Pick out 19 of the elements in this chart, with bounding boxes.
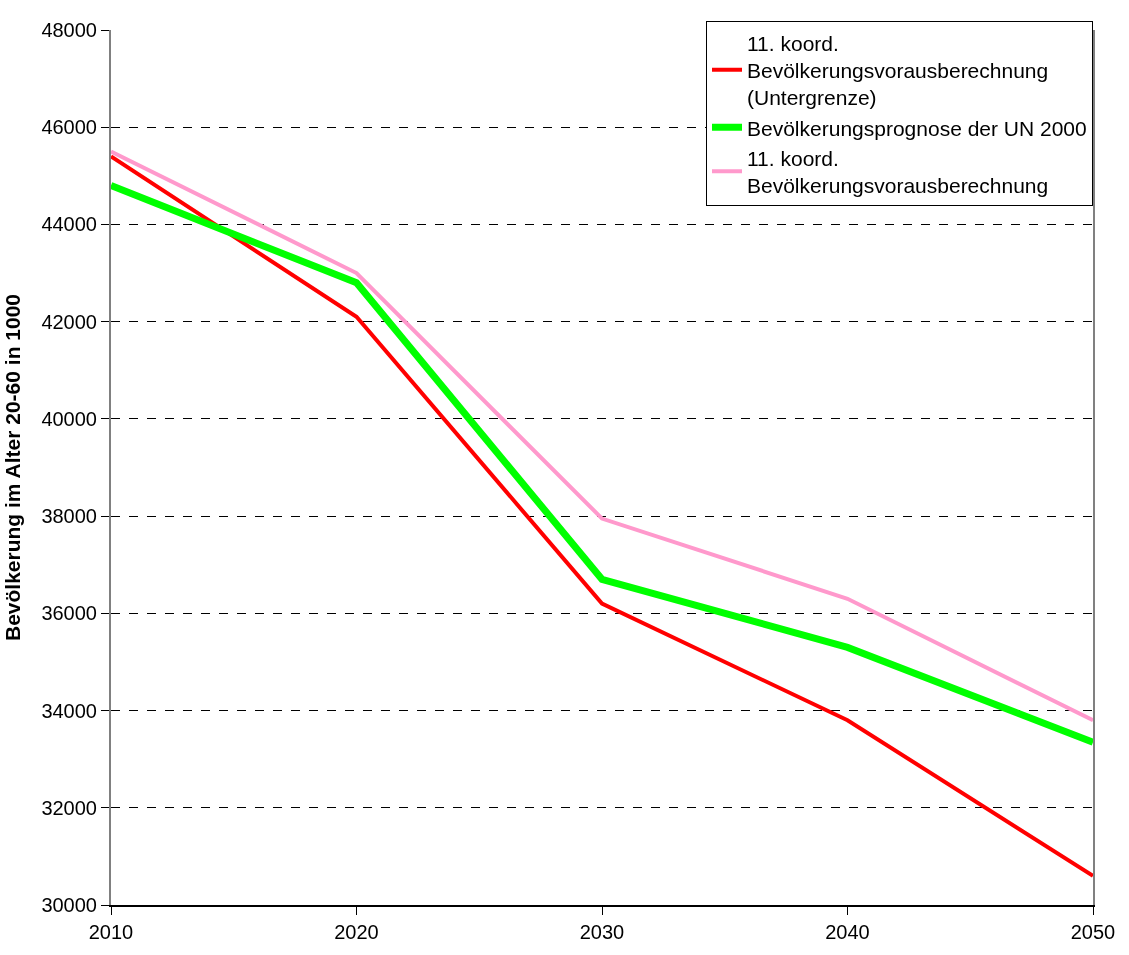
y-tick-label: 32000	[41, 796, 97, 819]
y-tick-label: 30000	[41, 894, 97, 916]
y-tick-label: 48000	[41, 19, 97, 41]
x-tick-label: 2050	[1070, 921, 1116, 943]
y-tick-label: 46000	[41, 116, 97, 139]
y-axis-title: Bevölkerung im Alter 20-60 in 1000	[1, 293, 25, 642]
legend-label: 11. koord. Bevölkerungsvorausberechnung	[747, 146, 1049, 198]
y-tick-label: 44000	[41, 213, 97, 236]
y-tick-label: 36000	[41, 602, 97, 625]
y-tick-label: 38000	[41, 505, 97, 528]
x-tick-label: 2040	[825, 921, 870, 943]
x-tick-label: 2010	[88, 921, 134, 943]
x-tick-label: 2020	[334, 921, 379, 943]
legend-label: Bevölkerungsprognose der UN 2000	[747, 116, 1087, 140]
y-tick-label: 34000	[41, 699, 97, 722]
y-tick-label: 40000	[41, 407, 97, 430]
x-tick-label: 2030	[579, 921, 625, 943]
y-tick-label: 42000	[41, 310, 97, 333]
legend-label: 11. koord. Bevölkerungsvorausberechnung (Untergrenze)	[747, 31, 1049, 110]
